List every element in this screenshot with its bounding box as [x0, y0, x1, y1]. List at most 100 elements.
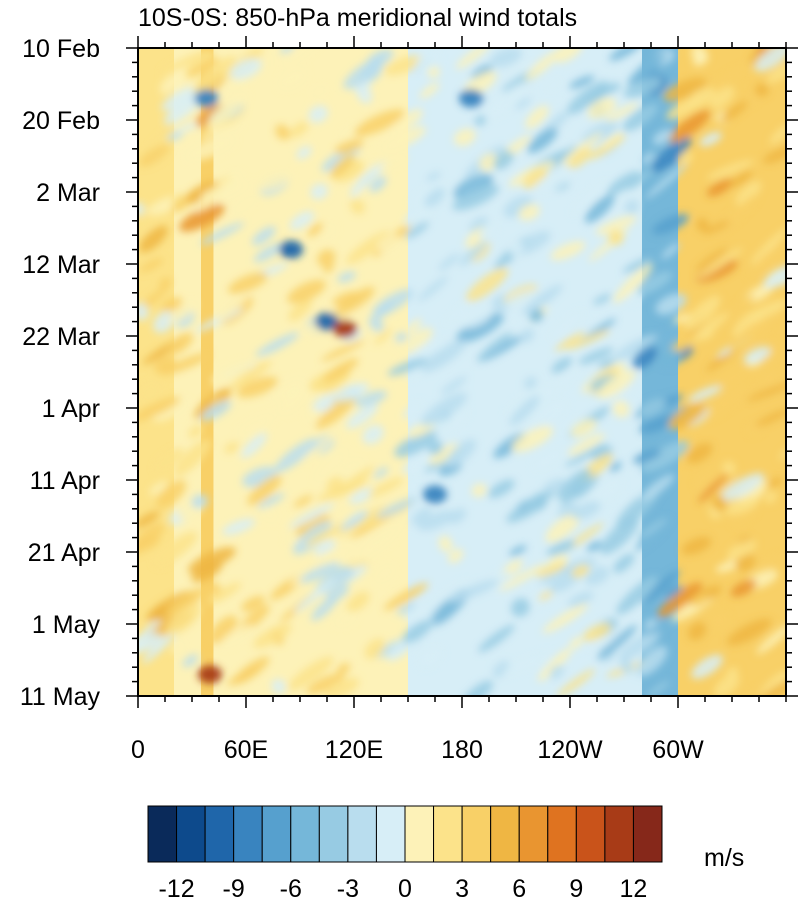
field-streak [747, 246, 780, 277]
field-streak [479, 221, 498, 240]
field-streak [471, 483, 487, 498]
field-streak [627, 52, 666, 86]
field-streak [486, 81, 529, 120]
field-streak [767, 477, 784, 488]
field-streak [694, 468, 724, 488]
colorbar-label: -12 [158, 875, 194, 903]
field-streak [764, 491, 777, 504]
field-streak [587, 97, 617, 119]
field-streak [547, 495, 563, 512]
field-streak [730, 294, 755, 316]
field-streak [727, 540, 757, 560]
field-streak [424, 187, 446, 208]
colorbar-swatch [547, 805, 577, 863]
field-streak [296, 146, 312, 160]
field-streak [655, 293, 687, 315]
field-streak [411, 507, 432, 525]
field-streak [636, 645, 668, 677]
field-streak [566, 329, 610, 350]
field-streak [542, 478, 566, 493]
field-streak [511, 425, 554, 453]
field-streak [474, 115, 487, 126]
field-streak [308, 105, 328, 123]
field-streak [732, 309, 765, 339]
field-streak [320, 339, 365, 362]
field-streak [549, 664, 565, 680]
field-streak [364, 638, 386, 659]
field-streak [170, 641, 186, 654]
field-streak [368, 316, 384, 332]
field-streak [697, 247, 744, 280]
field-streak [288, 298, 313, 321]
field-streak [608, 229, 624, 246]
field-streak [584, 566, 610, 586]
field-streak [597, 624, 638, 660]
field-streak [766, 61, 786, 84]
field-streak [555, 331, 585, 351]
field-streak [489, 48, 523, 68]
field-streak [333, 382, 370, 402]
field-streak [272, 376, 306, 401]
field-streak [138, 216, 156, 235]
y-tick-label: 1 May [32, 611, 101, 639]
field-streak [334, 138, 364, 155]
field-streak [504, 289, 539, 307]
field-streak [289, 121, 309, 138]
field-streak [257, 172, 292, 192]
field-streak [199, 222, 245, 245]
field-streak [275, 124, 290, 140]
field-streak [652, 129, 673, 145]
field-streak [191, 494, 208, 509]
colorbar-swatch [147, 805, 178, 863]
colorbar-swatch [347, 805, 377, 863]
field-streak [339, 458, 365, 473]
field-streak [154, 448, 184, 472]
field-streak [524, 50, 561, 81]
colorbar-swatch [518, 805, 549, 863]
feature-6 [423, 485, 447, 504]
field-streak [633, 347, 658, 369]
field-streak [150, 605, 171, 621]
field-streak [713, 673, 740, 696]
field-streak [415, 51, 440, 72]
field-streak [624, 199, 640, 214]
field-streak [527, 128, 558, 154]
field-streak [383, 582, 429, 611]
field-streak [560, 132, 603, 166]
field-streak [719, 473, 765, 502]
field-streak [402, 620, 432, 643]
field-streak [307, 222, 324, 237]
field-streak [209, 615, 238, 644]
field-streak [545, 512, 581, 543]
field-streak [695, 259, 738, 283]
field-streak [440, 376, 467, 395]
field-streak [310, 183, 328, 200]
field-streak [346, 591, 370, 612]
field-streak [750, 226, 786, 265]
field-streak [696, 218, 709, 232]
field-streak [395, 332, 408, 343]
field-streak [138, 615, 164, 640]
field-streak [645, 622, 667, 636]
field-streak [722, 460, 736, 476]
field-streak [236, 376, 278, 398]
field-streak [219, 624, 254, 648]
field-streak [311, 595, 339, 621]
field-streak [478, 624, 515, 653]
field-streak [160, 352, 212, 375]
field-streak [448, 548, 464, 564]
feature-2 [279, 240, 303, 259]
field-streak [139, 383, 161, 402]
field-streak [488, 479, 515, 498]
field-streak [584, 194, 615, 224]
field-streak [337, 663, 351, 675]
field-streak [633, 449, 662, 464]
field-streak [613, 334, 658, 361]
field-streak [419, 82, 440, 99]
field-streak [315, 395, 356, 429]
colorbar-swatch [433, 805, 463, 863]
field-streak [314, 447, 349, 482]
field-streak [414, 340, 447, 357]
colorbar-label: 3 [455, 875, 469, 903]
field-streak [754, 48, 786, 72]
